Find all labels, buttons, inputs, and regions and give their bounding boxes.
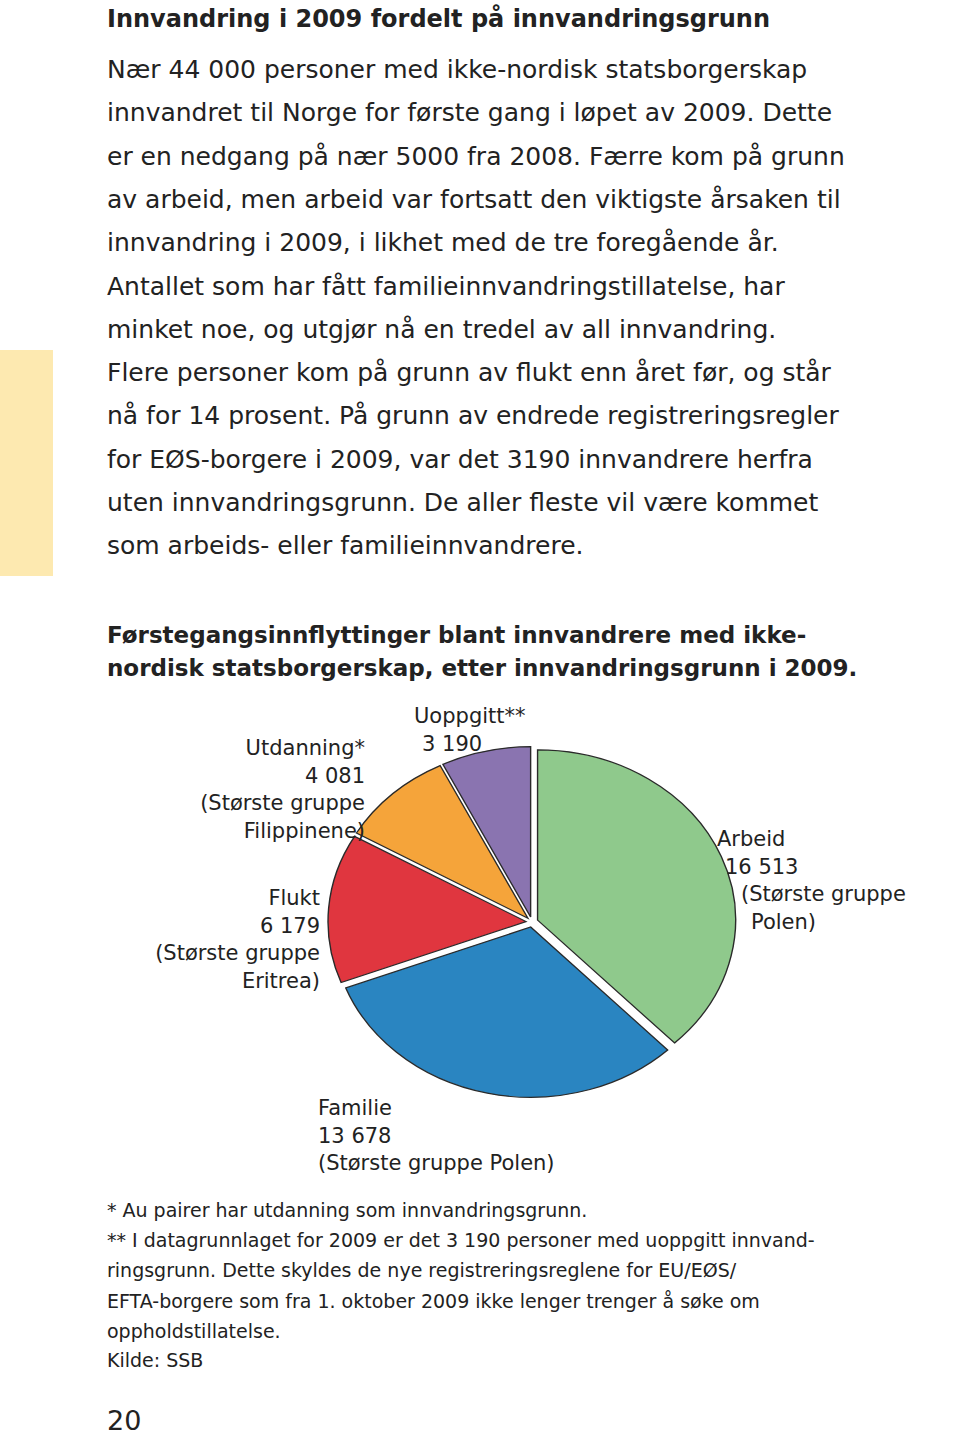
paragraph-line: nå for 14 prosent. På grunn av endrede r… [107, 401, 839, 430]
footnote: EFTA-borgere som fra 1. oktober 2009 ikk… [107, 1290, 760, 1312]
chart-title: Førstegangsinnflyttinger blant innvandre… [107, 622, 806, 648]
data-labels: Arbeid 16 513 (Største gruppe Polen) Familie… [155, 704, 906, 1175]
paragraph-line: innvandring i 2009, i likhet med de tre … [107, 228, 779, 257]
paragraph-line: Flere personer kom på grunn av flukt enn… [107, 358, 832, 387]
paragraph-line: Nær 44 000 personer med ikke-nordisk sta… [107, 55, 807, 84]
slice-value: 6 179 [260, 914, 320, 938]
pie-slice [443, 747, 531, 917]
chart-title: nordisk statsborgerskap, etter innvandri… [107, 655, 857, 681]
slice-annotation: (Største gruppe [200, 791, 365, 815]
paragraph-line: som arbeids- eller familieinnvandrere. [107, 531, 583, 560]
slice-annotation: Polen) [751, 910, 816, 934]
paragraph-line: minket noe, og utgjør nå en tredel av al… [107, 315, 776, 344]
page-number: 20 [107, 1405, 141, 1436]
paragraph-line: er en nedgang på nær 5000 fra 2008. Færr… [107, 142, 845, 171]
pie [328, 747, 736, 1098]
slice-category: Utdanning* [246, 736, 365, 760]
slice-category: Familie [318, 1096, 392, 1120]
paragraph-line: Antallet som har fått familieinnvandring… [107, 272, 785, 301]
footnote: ** I datagrunnlaget for 2009 er det 3 19… [107, 1229, 815, 1251]
slice-annotation: Eritrea) [242, 969, 320, 993]
footnote: oppholdstillatelse. [107, 1320, 281, 1342]
slice-annotation: (Største gruppe [741, 882, 906, 906]
slice-value: 4 081 [305, 764, 365, 788]
slice-value: 3 190 [422, 732, 482, 756]
slice-annotation: (Største gruppe [155, 941, 320, 965]
footnote: ringsgrunn. Dette skyldes de nye registr… [107, 1259, 737, 1281]
paragraph-line: innvandret til Norge for første gang i l… [107, 98, 832, 127]
source: Kilde: SSB [107, 1349, 203, 1371]
slice-annotation: Filippinene) [244, 819, 365, 843]
paragraph-line: uten innvandringsgrunn. De aller fleste … [107, 488, 819, 517]
page: Innvandring i 2009 fordelt på innvandrin… [0, 0, 960, 1437]
slice-category: Flukt [268, 886, 320, 910]
slice-value: 16 513 [725, 855, 798, 879]
footnote: * Au pairer har utdanning som innvandrin… [107, 1199, 587, 1221]
paragraph-line: av arbeid, men arbeid var fortsatt den v… [107, 185, 841, 214]
slice-value: 13 678 [318, 1124, 391, 1148]
heading: Innvandring i 2009 fordelt på innvandrin… [107, 4, 770, 33]
slice-category: Arbeid [717, 827, 785, 851]
paragraph-line: for EØS-borgere i 2009, var det 3190 inn… [107, 445, 813, 474]
slice-category: Uoppgitt** [414, 704, 526, 728]
slice-annotation: (Største gruppe Polen) [318, 1151, 555, 1175]
side-bar [0, 350, 53, 576]
